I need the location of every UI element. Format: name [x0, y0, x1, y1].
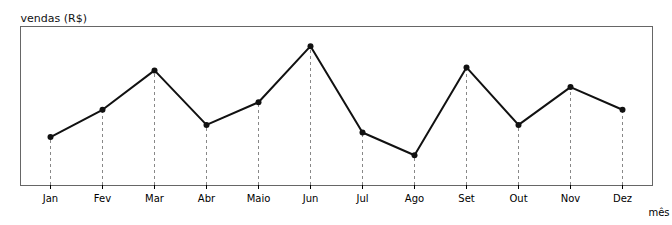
svg-text:Maio: Maio	[247, 193, 271, 204]
svg-text:Jun: Jun	[302, 193, 319, 204]
svg-text:Jan: Jan	[42, 193, 58, 204]
svg-text:mês: mês	[648, 207, 669, 218]
svg-text:Set: Set	[458, 193, 475, 204]
svg-text:Ago: Ago	[405, 193, 424, 204]
svg-text:Jul: Jul	[355, 193, 368, 204]
svg-text:Fev: Fev	[94, 193, 111, 204]
svg-text:Out: Out	[509, 193, 527, 204]
svg-text:Nov: Nov	[561, 193, 581, 204]
svg-text:vendas (R$): vendas (R$)	[21, 12, 87, 25]
svg-text:Dez: Dez	[613, 193, 632, 204]
svg-text:Mar: Mar	[145, 193, 165, 204]
svg-text:Abr: Abr	[198, 193, 216, 204]
